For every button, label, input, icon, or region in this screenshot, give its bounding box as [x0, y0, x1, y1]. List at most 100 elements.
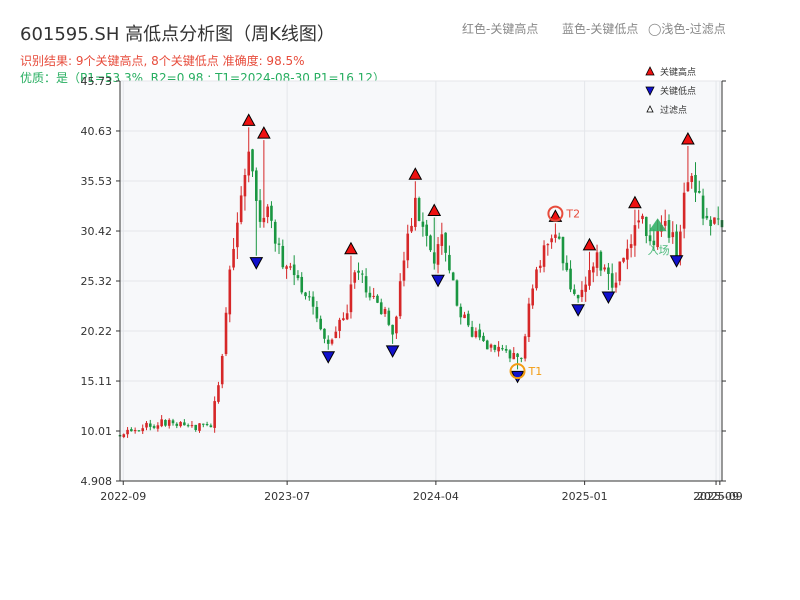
candle-body: [179, 421, 182, 427]
candle-body: [531, 288, 534, 306]
candle-body: [644, 216, 648, 237]
legend-hint-red: 红色-关键高点: [462, 22, 539, 36]
candle-body: [243, 175, 247, 197]
candle-body: [610, 273, 614, 288]
candle-body: [671, 232, 675, 238]
candle-body: [201, 423, 205, 425]
candle-body: [323, 328, 326, 339]
candle-body: [485, 340, 489, 350]
key-low-marker: [321, 351, 336, 364]
candle-body: [338, 319, 341, 331]
legend-high-icon: [645, 66, 655, 76]
entry-marker: [648, 218, 667, 232]
candle-body: [402, 260, 406, 281]
candle-body: [141, 428, 145, 432]
key-low-marker: [669, 255, 684, 268]
candle-body: [160, 419, 163, 427]
candle-body: [629, 244, 633, 248]
candle-body: [296, 275, 300, 279]
candle-body: [523, 336, 527, 359]
candle-body: [591, 266, 595, 273]
candle-body: [599, 251, 603, 271]
candle-body: [326, 339, 330, 344]
candle-body: [285, 266, 288, 269]
candle-body: [383, 308, 387, 314]
candle-body: [357, 270, 360, 273]
candle-body: [334, 331, 338, 338]
legend-label: 关键低点: [660, 85, 696, 97]
candle-body: [251, 149, 254, 172]
candle-body: [126, 429, 129, 435]
candle-body: [667, 220, 671, 238]
key-low-marker: [431, 274, 445, 288]
legend-hint-filtered: ◯浅色-过滤点: [648, 22, 726, 36]
candle-body: [467, 313, 470, 326]
candle-body: [538, 265, 542, 268]
candle-body: [300, 276, 304, 293]
candle-body: [448, 254, 451, 271]
candle-body: [656, 230, 659, 248]
candle-body: [152, 426, 156, 428]
key-high-marker: [582, 237, 597, 251]
candle-body: [410, 225, 413, 232]
candle-body: [175, 423, 179, 426]
candle-body: [444, 232, 447, 253]
x-tick-label: 2022-09: [100, 490, 146, 503]
key-low-marker: [249, 257, 264, 270]
candle-body: [130, 429, 133, 432]
x-tick-label: 2024-04: [413, 490, 459, 503]
candle-body: [417, 198, 421, 221]
result-summary: 识别结果: 9个关键高点, 8个关键低点 准确度: 98.5%: [20, 54, 305, 68]
key-high-marker: [257, 126, 271, 139]
candle-body: [239, 195, 243, 223]
key-high-marker: [344, 241, 358, 255]
t2-label: T2: [565, 208, 580, 221]
candle-body: [557, 236, 561, 239]
candle-body: [459, 306, 463, 318]
candle-body: [205, 424, 209, 426]
legend-label: 关键高点: [660, 66, 696, 78]
x-tick-label: 2025-09: [693, 490, 739, 503]
legend-hint-blue: 蓝色-关键低点: [562, 22, 639, 36]
candle-body: [682, 192, 686, 229]
candle-body: [361, 273, 364, 275]
candle-body: [425, 224, 428, 236]
t1-label: T1: [528, 365, 543, 378]
candle-body: [198, 423, 201, 431]
candle-body: [463, 314, 466, 319]
candle-body: [652, 240, 656, 246]
x-tick-label: 2025-09: [697, 490, 743, 503]
candle-body: [258, 200, 262, 222]
candle-body: [406, 233, 410, 261]
candle-body: [603, 267, 606, 270]
candle-body: [167, 419, 171, 426]
candle-body: [292, 264, 296, 276]
x-tick-label: 2025-01: [562, 490, 608, 503]
candle-body: [236, 222, 239, 248]
candle-body: [368, 292, 372, 298]
candle-body: [171, 420, 175, 424]
candle-body: [273, 221, 277, 244]
y-tick-label: 10.01: [81, 425, 113, 438]
candle-body: [224, 312, 228, 355]
candle-body: [217, 385, 220, 402]
candle-body: [148, 423, 152, 427]
candle-body: [705, 215, 709, 219]
candle-body: [372, 295, 375, 297]
legend-label: 过滤点: [660, 104, 687, 116]
candle-body: [580, 289, 584, 298]
candle-body: [364, 276, 368, 293]
candle-body: [516, 353, 519, 357]
candle-body: [277, 243, 281, 245]
candle-body: [561, 236, 565, 264]
candle-body: [535, 269, 538, 289]
candle-body: [470, 326, 474, 337]
candle-body: [194, 424, 198, 431]
candle-body: [122, 434, 126, 438]
candle-body: [542, 245, 546, 267]
candle-body: [209, 425, 213, 428]
candle-body: [421, 221, 425, 227]
candle-body: [345, 313, 349, 320]
candle-body: [289, 266, 292, 268]
